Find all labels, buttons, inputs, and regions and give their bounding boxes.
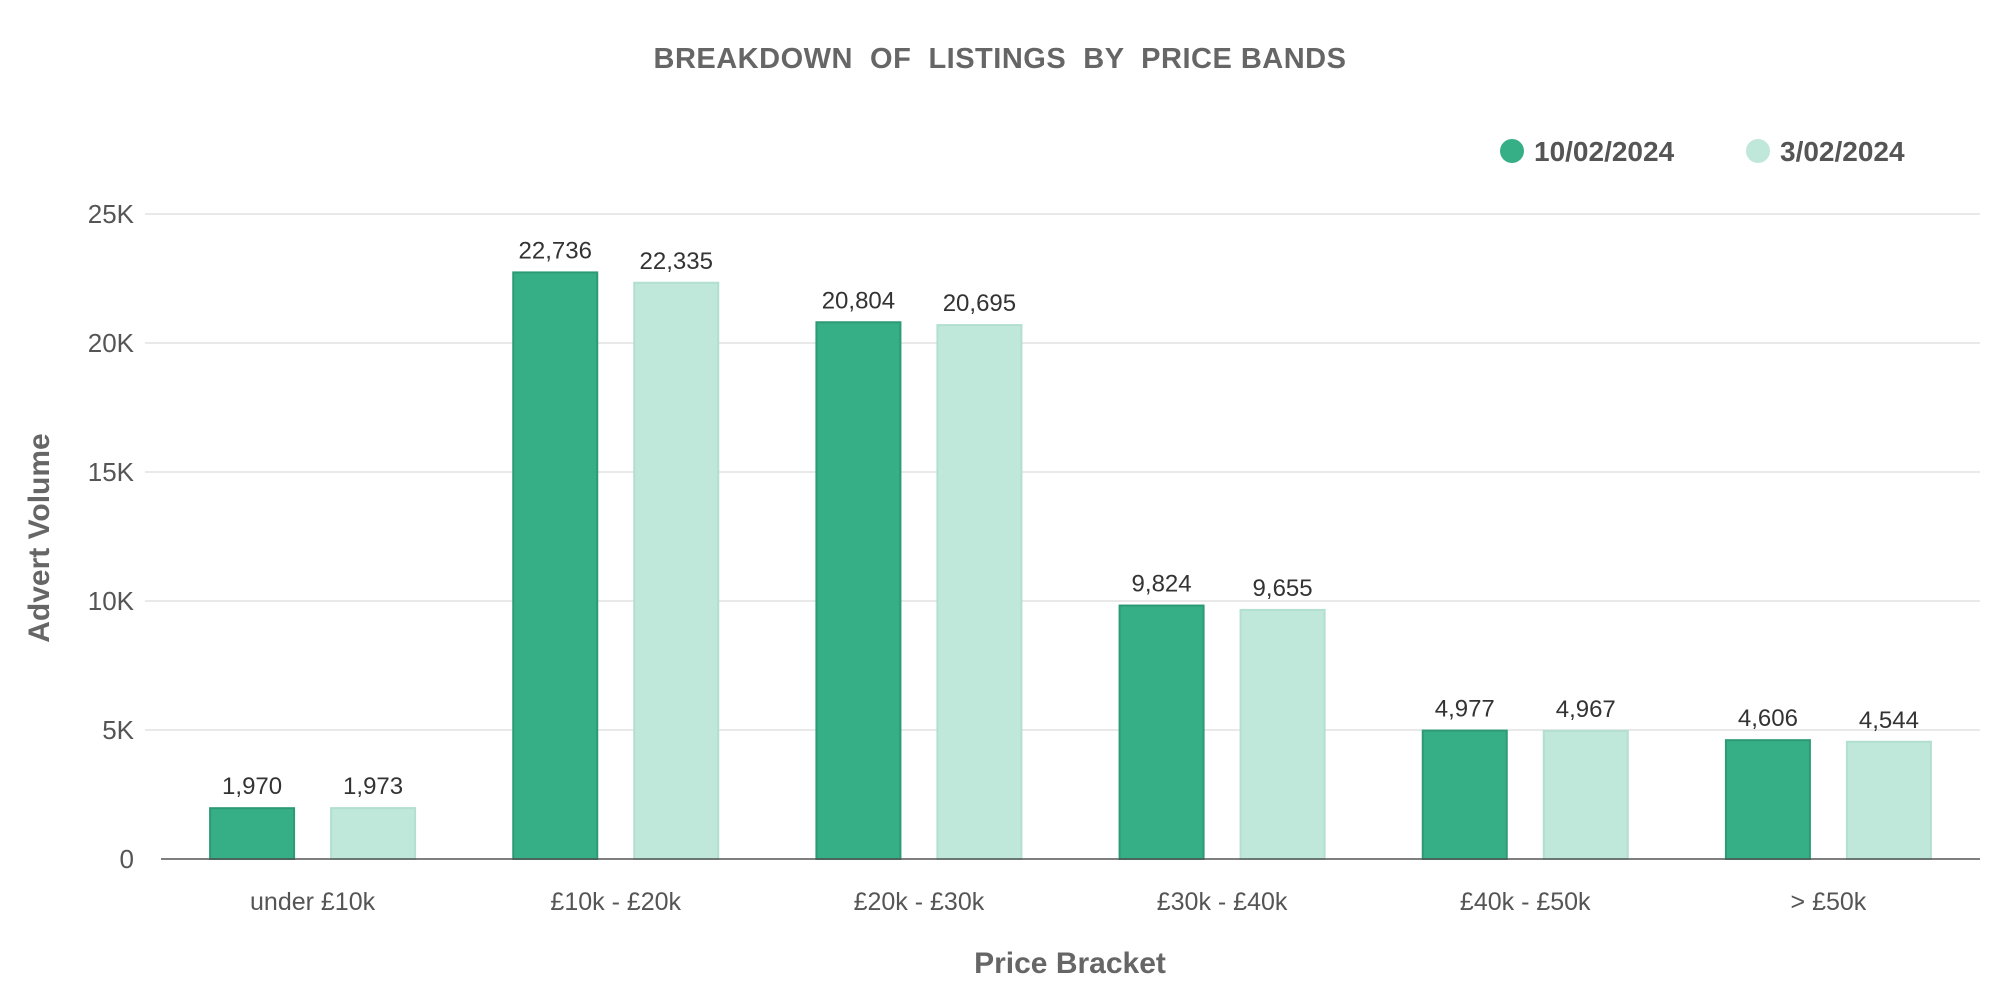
legend-item-series-1[interactable]: 10/02/2024 [1500,136,1675,167]
x-category-label: > £50k [1791,888,1867,916]
legend: 10/02/2024 3/02/2024 [1500,136,1905,167]
gridlines [145,213,1980,731]
y-tick-label: 20K [88,328,135,358]
legend-label-series-2: 3/02/2024 [1780,136,1905,167]
bar-series-2[interactable] [936,324,1023,861]
x-category-label: £30k - £40k [1157,888,1288,916]
data-label: 1,973 [343,773,403,800]
y-tick-label: 15K [88,457,135,487]
legend-swatch-series-1 [1500,139,1524,163]
y-axis-title: Advert Volume [23,433,56,643]
data-label: 22,335 [640,248,713,275]
data-label: 4,606 [1738,705,1798,732]
x-category-label: £10k - £20k [550,888,681,916]
bar-series-1[interactable] [512,271,599,860]
y-tick-label: 10K [88,586,135,616]
chart-title: BREAKDOWN OF LISTINGS BY PRICE BANDS [654,43,1347,75]
bar-series-1[interactable] [815,321,902,861]
bar-series-1[interactable] [1724,739,1811,861]
bar-series-1[interactable] [1421,729,1508,860]
bar-series-2[interactable] [1542,729,1629,860]
y-axis-ticks: 0 5K 10K 15K 20K 25K [88,199,135,874]
y-tick-label: 0 [120,844,134,874]
data-label: 4,977 [1435,696,1495,723]
x-category-label: under £10k [250,888,376,916]
bar-series-1[interactable] [1118,604,1205,860]
data-label: 22,736 [519,237,592,264]
data-label: 4,967 [1556,696,1616,723]
y-tick-label: 5K [102,715,134,745]
bar-series-1[interactable] [209,807,296,861]
data-label: 9,655 [1253,575,1313,602]
legend-swatch-series-2 [1746,139,1770,163]
bar-series-2[interactable] [1845,740,1932,860]
x-category-label: £20k - £30k [854,888,985,916]
legend-label-series-1: 10/02/2024 [1534,136,1675,167]
x-axis-categories: under £10k £10k - £20k £20k - £30k £30k - £… [250,888,1867,916]
data-labels: 1,970 1,973 22,736 22,335 20,804 20,695 9,824 9… [222,237,1919,800]
bar-series-2[interactable] [1239,608,1326,860]
data-label: 9,824 [1132,571,1192,598]
legend-item-series-2[interactable]: 3/02/2024 [1746,136,1905,167]
bars [209,271,1932,861]
data-label: 4,544 [1859,707,1919,734]
x-category-label: £40k - £50k [1460,888,1591,916]
data-label: 20,695 [943,290,1016,317]
bar-series-2[interactable] [633,281,720,860]
data-label: 20,804 [822,287,895,314]
y-tick-label: 25K [88,199,135,229]
data-label: 1,970 [222,773,282,800]
x-axis-title: Price Bracket [974,947,1166,980]
bar-series-2[interactable] [330,807,417,861]
